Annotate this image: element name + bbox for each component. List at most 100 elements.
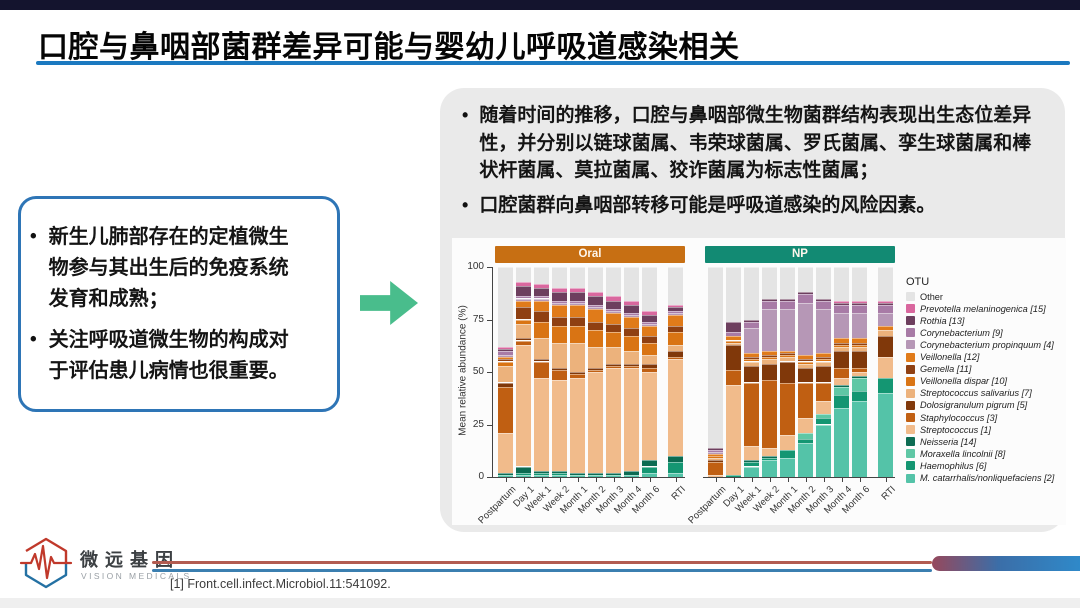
bar-segment <box>780 267 795 299</box>
x-tick-mark <box>523 478 525 482</box>
bar-segment <box>570 372 585 375</box>
bar-segment <box>588 321 603 330</box>
bar-segment <box>516 340 531 345</box>
legend-label: Neisseria [14] <box>920 436 977 447</box>
legend-label: Haemophilus [6] <box>920 460 987 471</box>
bar-segment <box>516 281 531 286</box>
summary-bullet-1-text: 随着时间的推移，口腔与鼻咽部微生物菌群结构表现出生态位差异性，并分别以链球菌属、… <box>479 105 1032 182</box>
bar-segment <box>516 300 531 307</box>
x-tick-mark <box>769 478 771 482</box>
bar-segment <box>726 336 741 341</box>
bar-segment <box>534 321 549 339</box>
bar-segment <box>834 342 849 345</box>
bar-segment <box>534 338 549 360</box>
page-title: 口腔与鼻咽部菌群差异可能与婴幼儿呼吸道感染相关 <box>38 31 740 64</box>
bar-segment <box>516 344 531 467</box>
bar-segment <box>834 302 849 305</box>
bar-segment <box>726 344 741 370</box>
bar-segment <box>878 393 893 477</box>
bar-segment <box>498 432 513 473</box>
bar-segment <box>726 267 741 322</box>
logo-chinese-name: 微远基因 <box>80 550 180 570</box>
bar-segment <box>552 367 567 370</box>
bar-segment <box>780 309 795 351</box>
bar-segment <box>816 267 831 299</box>
bar-segment <box>534 300 549 312</box>
bar-segment <box>552 342 567 368</box>
bar-segment <box>534 267 549 284</box>
bar-segment <box>726 369 741 385</box>
bar-segment <box>816 424 831 477</box>
legend-swatch <box>906 328 915 338</box>
bar-segment <box>852 372 867 377</box>
bar-segment <box>780 458 795 477</box>
bar-segment <box>552 369 567 381</box>
legend-label: Corynebacterium [9] <box>920 327 1003 338</box>
legend-swatch <box>906 473 915 483</box>
panel-header-oral: Oral <box>495 246 685 263</box>
bar-segment <box>668 313 683 316</box>
bar-segment <box>744 359 759 362</box>
bar-segment <box>534 472 549 475</box>
bar-segment <box>816 300 831 309</box>
bar-segment <box>668 359 683 456</box>
bar-segment <box>762 357 777 360</box>
x-tick-mark <box>805 478 807 482</box>
legend-swatch <box>906 425 915 435</box>
legend-swatch <box>906 413 915 422</box>
bar-segment <box>624 300 639 305</box>
bar-segment <box>642 311 657 316</box>
bar-segment <box>624 351 639 364</box>
legend-label: Prevotella melaninogenica [15] <box>920 303 1046 314</box>
bar-segment <box>708 453 723 456</box>
y-axis-title: Mean relative abundance (%) <box>457 305 469 436</box>
x-tick-label: Postpartum <box>476 484 519 527</box>
bar-segment <box>498 267 513 347</box>
bar-segment <box>878 302 893 305</box>
bullet-dot: • <box>462 194 469 215</box>
legend-label: Other <box>920 291 943 302</box>
bar-segment <box>744 462 759 467</box>
bar-segment <box>642 460 657 467</box>
bar-segment <box>816 357 831 360</box>
bar-segment <box>762 363 777 381</box>
bar-segment <box>834 367 849 379</box>
bar-segment <box>642 315 657 322</box>
bar-segment <box>588 474 603 477</box>
bar-segment <box>798 294 813 303</box>
bar-segment <box>552 302 567 305</box>
bar-segment <box>498 355 513 358</box>
y-tick-label: 100 <box>467 261 484 272</box>
bar-segment <box>780 382 795 435</box>
bar-segment <box>570 288 585 293</box>
y-tick-label: 75 <box>472 313 484 325</box>
bar-segment <box>624 470 639 475</box>
bar-segment <box>852 378 867 391</box>
bar-segment <box>498 472 513 475</box>
bar-segment <box>642 342 657 356</box>
legend-label: Rothia [13] <box>920 315 965 326</box>
bar-segment <box>552 317 567 326</box>
footer-red-line <box>152 561 932 564</box>
bar-segment <box>852 367 867 372</box>
bar-segment <box>498 348 513 351</box>
bar-segment <box>624 317 639 328</box>
bar-segment <box>834 267 849 301</box>
bar-segment <box>606 309 621 312</box>
bar-segment <box>498 351 513 356</box>
bar-segment <box>516 323 531 339</box>
bar-segment <box>798 367 813 383</box>
x-tick-mark <box>733 478 735 482</box>
bar-segment <box>624 336 639 351</box>
bar-segment <box>642 267 657 312</box>
bar-segment <box>816 298 831 301</box>
bar-segment <box>668 456 683 463</box>
bar-segment <box>552 325 567 343</box>
bar-segment <box>516 267 531 282</box>
bar-segment <box>798 443 813 477</box>
bar-segment <box>780 353 795 356</box>
bar-segment <box>588 296 603 305</box>
bar-segment <box>588 472 603 475</box>
bar-segment <box>498 365 513 383</box>
